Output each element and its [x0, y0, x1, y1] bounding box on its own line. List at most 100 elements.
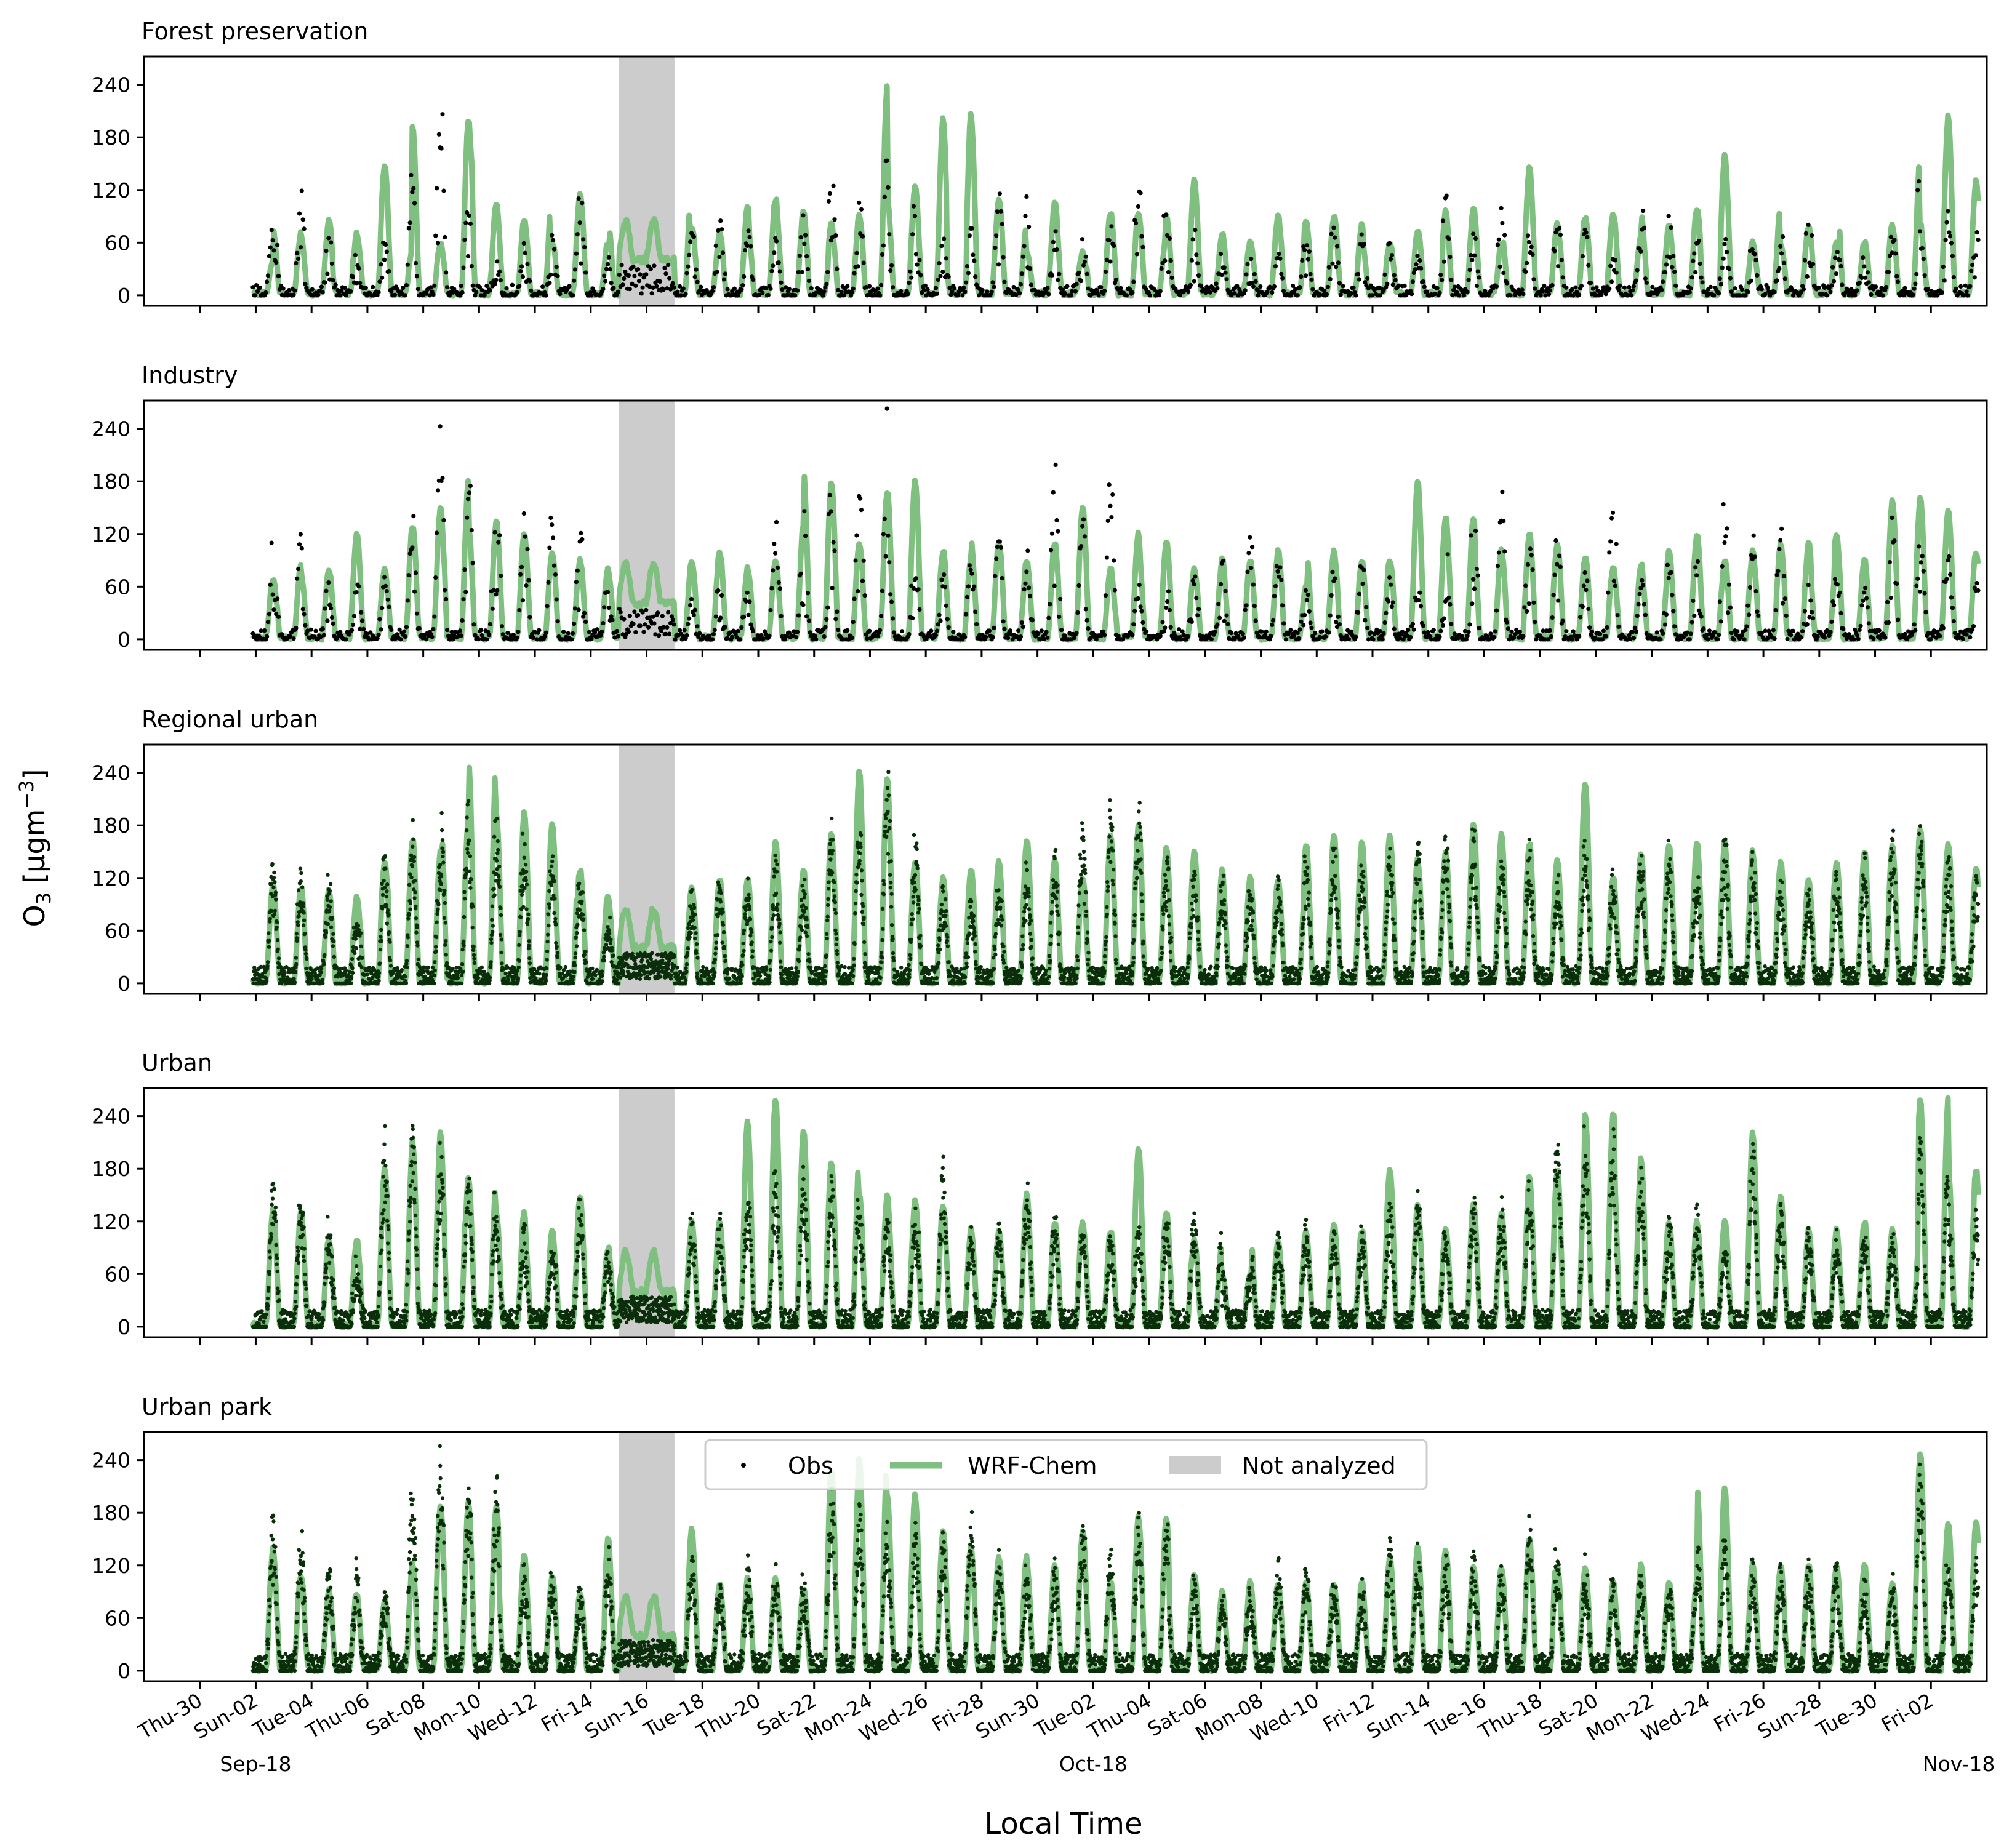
obs-point	[1107, 238, 1112, 242]
obs-point	[267, 931, 271, 935]
obs-point	[638, 272, 643, 277]
obs-point	[701, 964, 705, 969]
y-tick-label: 0	[118, 628, 130, 652]
obs-point	[793, 293, 798, 298]
obs-point	[1777, 266, 1782, 271]
obs-point	[367, 966, 372, 970]
obs-point	[1944, 220, 1949, 225]
obs-point	[771, 263, 776, 268]
obs-point	[360, 956, 364, 960]
obs-point	[1586, 263, 1591, 268]
obs-point	[500, 632, 505, 637]
obs-point	[971, 252, 976, 257]
obs-point	[1832, 577, 1838, 582]
obs-point	[1896, 279, 1901, 284]
obs-point	[838, 293, 843, 298]
obs-point	[443, 943, 447, 947]
obs-point	[714, 940, 718, 945]
obs-point	[403, 634, 408, 639]
obs-point	[1302, 612, 1307, 617]
obs-point	[466, 799, 471, 804]
obs-point	[1869, 292, 1874, 297]
obs-point	[910, 615, 915, 621]
obs-point	[917, 258, 922, 263]
obs-point	[333, 282, 338, 287]
obs-point	[1880, 293, 1885, 298]
obs-point	[806, 278, 811, 283]
obs-point	[806, 952, 811, 956]
obs-point	[1049, 531, 1055, 536]
obs-point	[1559, 258, 1564, 263]
obs-point	[615, 289, 621, 294]
obs-point	[505, 630, 510, 636]
obs-point	[577, 881, 582, 886]
obs-point	[921, 287, 927, 292]
obs-point	[888, 592, 893, 597]
obs-point	[1356, 271, 1361, 276]
obs-point	[1102, 289, 1107, 294]
obs-point	[1301, 244, 1306, 249]
obs-point	[1300, 258, 1305, 263]
obs-point	[385, 889, 389, 894]
obs-point	[1616, 287, 1621, 292]
obs-point	[994, 233, 999, 238]
obs-point	[685, 951, 690, 956]
obs-point	[417, 626, 422, 631]
obs-point	[1381, 631, 1386, 636]
obs-point	[1494, 284, 1499, 289]
obs-point	[1822, 285, 1827, 290]
obs-point	[1661, 279, 1665, 284]
obs-point	[441, 518, 446, 523]
obs-point	[1495, 242, 1500, 247]
obs-point	[378, 947, 383, 952]
obs-point	[889, 599, 894, 604]
obs-point	[1550, 282, 1555, 288]
obs-point	[845, 628, 850, 633]
obs-point	[1890, 515, 1894, 521]
obs-point	[467, 869, 471, 874]
obs-point	[745, 590, 750, 595]
obs-point	[1638, 249, 1643, 254]
obs-point	[1001, 619, 1006, 624]
obs-point	[1707, 628, 1712, 633]
obs-point	[1538, 293, 1543, 298]
obs-point	[291, 292, 296, 297]
obs-point	[546, 912, 551, 917]
obs-point	[412, 879, 417, 883]
obs-point	[410, 190, 415, 194]
obs-point	[1397, 283, 1401, 288]
obs-point	[1974, 230, 1979, 235]
obs-point	[858, 496, 863, 501]
obs-point	[998, 545, 1003, 550]
obs-point	[267, 612, 271, 617]
obs-point	[750, 954, 755, 959]
obs-point	[405, 598, 410, 603]
obs-point	[1495, 564, 1500, 569]
obs-point	[466, 497, 471, 502]
obs-point	[349, 975, 354, 980]
obs-point	[354, 946, 358, 951]
obs-point	[1759, 287, 1764, 292]
obs-point	[1584, 230, 1589, 235]
obs-point	[1384, 610, 1389, 615]
obs-point	[1076, 583, 1081, 588]
obs-point	[572, 606, 578, 611]
obs-point	[598, 633, 603, 638]
obs-point	[1328, 613, 1333, 618]
obs-point	[526, 912, 531, 917]
obs-point	[296, 923, 300, 927]
obs-point	[746, 612, 751, 617]
obs-point	[1124, 293, 1129, 298]
obs-point	[416, 957, 420, 962]
obs-point	[651, 285, 655, 290]
obs-point	[1832, 255, 1838, 260]
obs-point	[1520, 287, 1525, 292]
obs-point	[527, 939, 531, 943]
obs-point	[686, 622, 691, 626]
obs-point	[880, 252, 885, 257]
obs-point	[1305, 257, 1310, 262]
obs-point	[492, 530, 497, 535]
obs-point	[545, 939, 550, 944]
obs-point	[580, 890, 585, 895]
